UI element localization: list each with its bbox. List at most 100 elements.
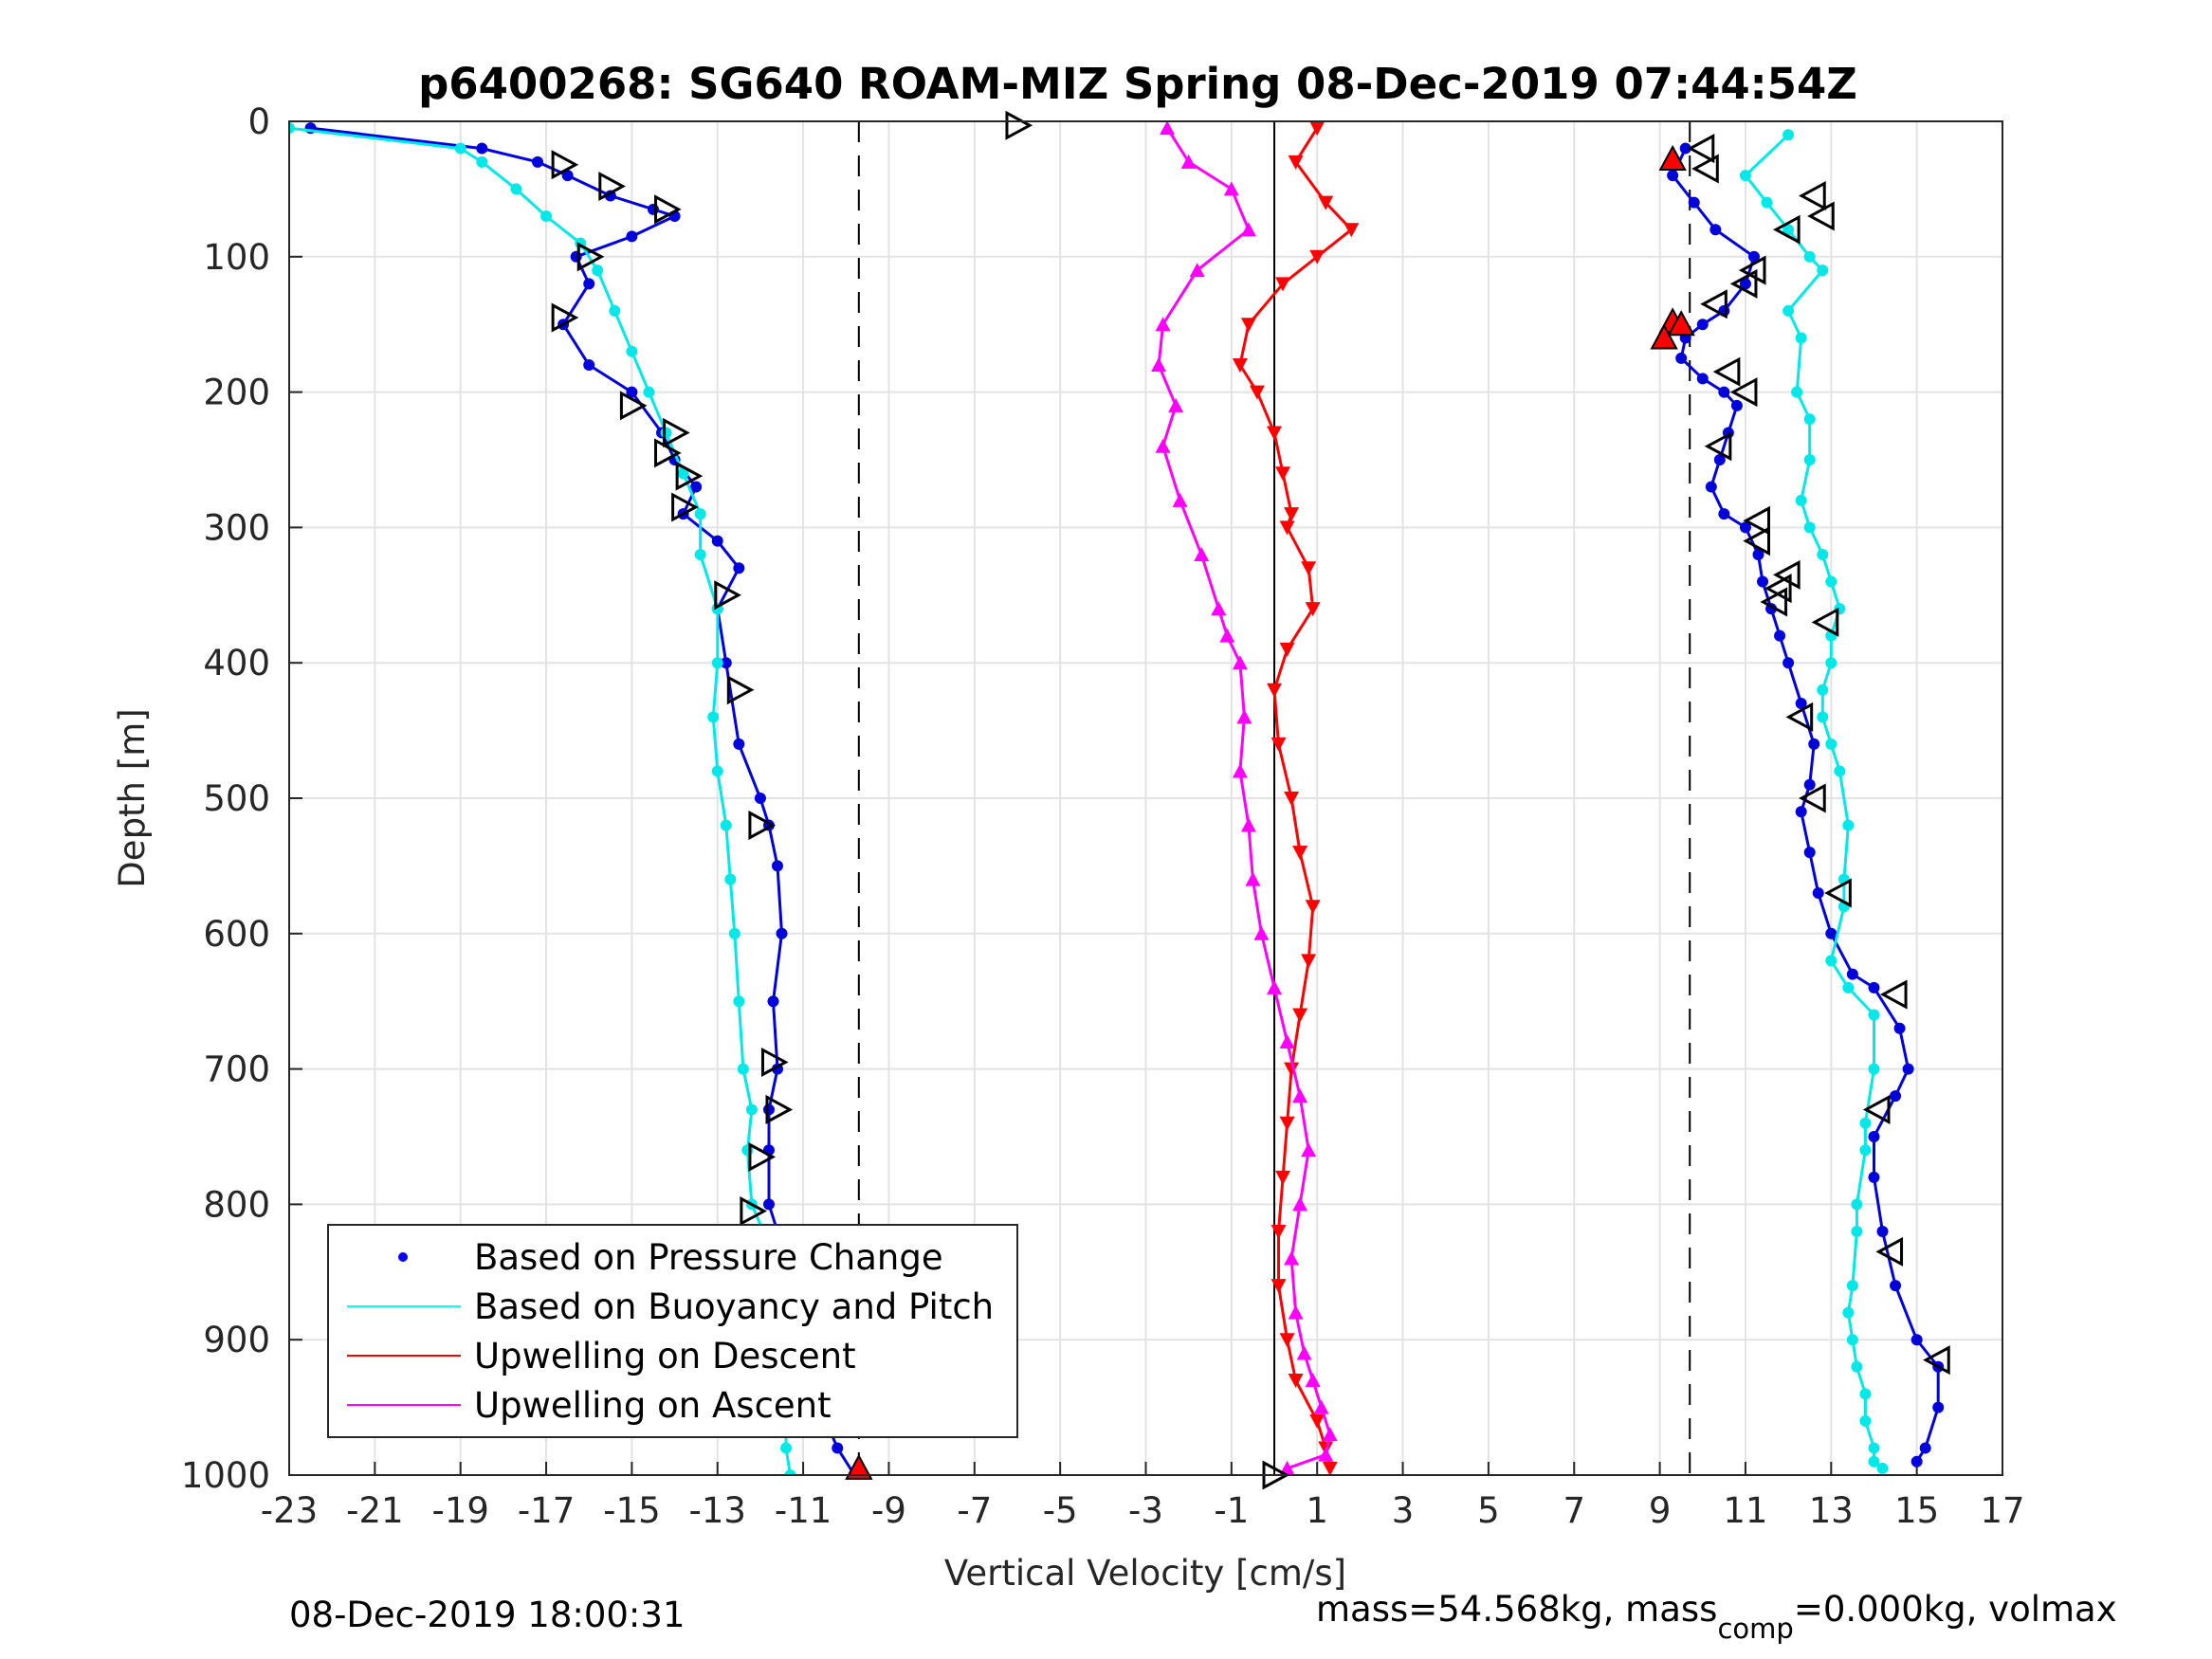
y-tick-label: 600	[203, 914, 270, 955]
timestamp-label: 08-Dec-2019 18:00:31	[289, 1595, 685, 1635]
data-point	[1834, 765, 1846, 777]
data-point	[1709, 224, 1722, 236]
x-tick-label: -19	[431, 1490, 488, 1531]
data-point	[1846, 968, 1858, 980]
data-point	[1232, 358, 1248, 374]
series-based-on-pressure-change	[1667, 142, 1945, 1468]
data-point	[1267, 426, 1283, 441]
data-point	[1851, 1360, 1863, 1373]
turn-triangle-marker	[551, 150, 579, 180]
data-point	[454, 142, 466, 155]
data-point	[1279, 1460, 1295, 1475]
series-line	[1157, 127, 1332, 1470]
data-point	[1271, 1279, 1287, 1294]
data-point	[1249, 385, 1265, 400]
data-point	[1817, 711, 1829, 723]
data-point	[1288, 1304, 1304, 1320]
data-point	[1688, 196, 1700, 209]
turn-triangle-marker	[1875, 1236, 1904, 1267]
data-point	[1194, 546, 1210, 561]
turn-triangle-marker	[1738, 255, 1766, 285]
series-line	[1744, 134, 1884, 1470]
data-point	[1189, 263, 1205, 278]
data-point	[561, 170, 574, 182]
data-point	[1301, 1142, 1317, 1158]
data-point	[1271, 1224, 1287, 1239]
data-point	[1271, 737, 1287, 752]
data-point	[1155, 317, 1171, 332]
data-point	[1240, 318, 1256, 333]
data-point	[1160, 121, 1176, 136]
data-point	[1305, 602, 1321, 617]
turn-triangle-marker	[1005, 110, 1033, 140]
data-point	[1288, 1374, 1304, 1389]
data-point	[694, 508, 706, 520]
data-point	[1868, 1009, 1880, 1021]
plot-frame	[288, 120, 2003, 1476]
data-point	[1791, 386, 1803, 398]
turn-triangle-marker	[671, 492, 699, 522]
turn-triangle-marker	[1729, 377, 1758, 408]
turn-triangle-marker	[551, 302, 579, 333]
data-point	[1890, 1090, 1902, 1103]
data-point	[1713, 454, 1726, 465]
data-point	[1219, 628, 1235, 643]
turn-triangle-marker	[1772, 214, 1801, 245]
legend-swatch	[398, 1252, 408, 1262]
turn-triangle-marker	[1824, 878, 1852, 908]
data-point	[1245, 871, 1261, 886]
data-point	[1795, 494, 1807, 506]
data-point	[583, 278, 595, 290]
data-point	[1868, 1171, 1880, 1183]
data-point	[1825, 657, 1837, 669]
data-point	[720, 657, 732, 669]
x-tick-label: -5	[1043, 1490, 1078, 1531]
x-tick-label: -11	[775, 1490, 832, 1531]
data-point	[1757, 575, 1769, 588]
data-point	[780, 1442, 793, 1454]
data-point	[1803, 454, 1816, 465]
data-point	[1322, 1461, 1338, 1475]
data-point	[1752, 548, 1764, 560]
data-point	[776, 927, 788, 939]
x-tick-label: 11	[1723, 1490, 1767, 1531]
turn-triangle-marker	[1799, 783, 1826, 813]
data-point	[1267, 683, 1283, 698]
turn-triangle-marker	[760, 1047, 789, 1077]
data-point	[1305, 900, 1321, 915]
data-point	[1309, 1413, 1325, 1429]
data-point	[1232, 763, 1248, 778]
data-point	[1301, 954, 1317, 969]
data-point	[592, 264, 604, 277]
data-point	[767, 995, 779, 1008]
data-point	[1842, 1306, 1855, 1319]
data-point	[1292, 846, 1308, 861]
data-point	[1817, 548, 1829, 560]
turn-triangle-marker	[765, 1094, 794, 1124]
data-point	[1344, 223, 1360, 238]
data-point	[1292, 1088, 1308, 1103]
data-point	[1747, 250, 1760, 263]
turn-triangle-marker	[1700, 289, 1728, 319]
turn-triangle-marker	[1729, 268, 1758, 299]
turn-triangle-marker	[1712, 356, 1741, 387]
data-point	[1279, 1116, 1295, 1131]
data-point	[724, 873, 737, 885]
data-point	[1267, 979, 1283, 994]
data-point	[1868, 1455, 1880, 1468]
data-point	[1667, 170, 1679, 182]
x-tick-label: 9	[1649, 1490, 1672, 1531]
data-point	[784, 1469, 796, 1475]
turn-triangle-marker	[1772, 559, 1801, 590]
data-point	[1284, 792, 1300, 806]
data-point	[1919, 1442, 1931, 1454]
turn-triangle-marker	[654, 194, 682, 225]
legend-box	[327, 1224, 1018, 1438]
data-point	[1902, 1063, 1914, 1075]
marker-layer	[551, 110, 1950, 1490]
x-tick-label: 1	[1306, 1490, 1328, 1531]
data-point	[1868, 981, 1880, 994]
chart-title: p6400268: SG640 ROAM-MIZ Spring 08-Dec-2…	[418, 59, 1857, 109]
data-point	[720, 819, 732, 831]
x-tick-label: -17	[518, 1490, 575, 1531]
